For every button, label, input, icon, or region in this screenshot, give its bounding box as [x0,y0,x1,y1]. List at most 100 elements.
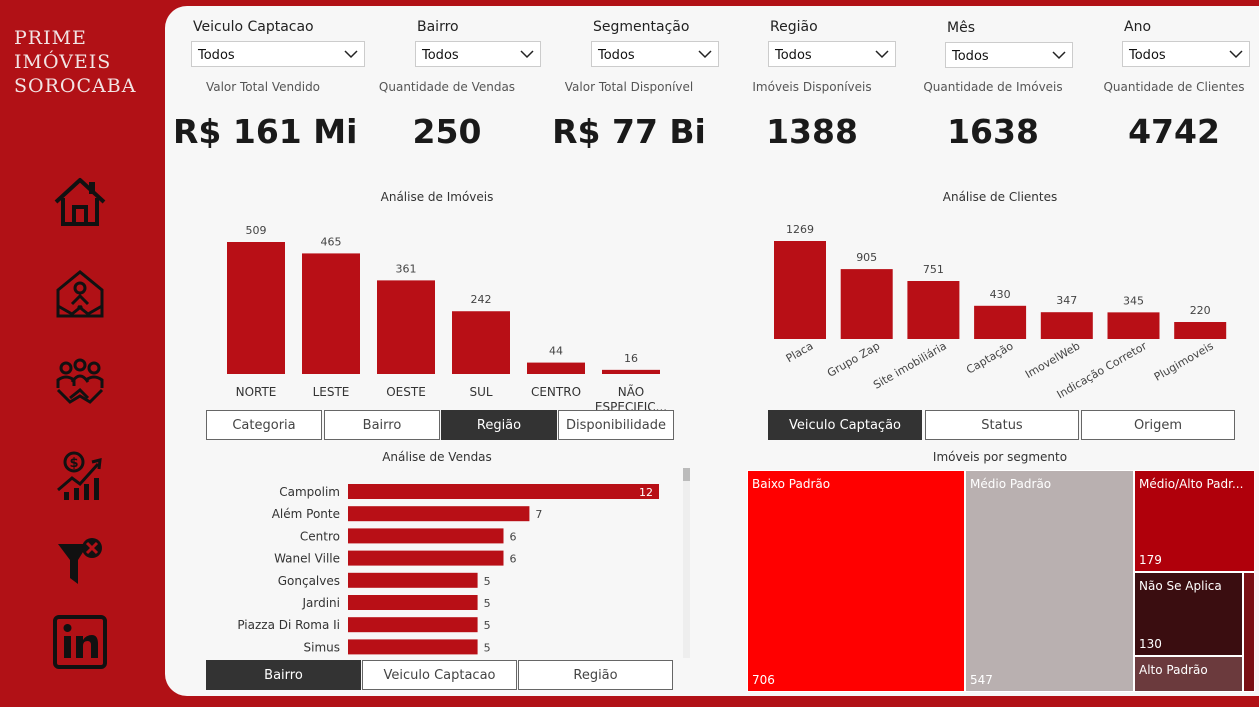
imoveis-category-label: OESTE [386,385,426,399]
treemap-label: Baixo Padrão [752,477,831,491]
clientes-bar[interactable] [774,241,826,339]
treemap-cell-other[interactable] [1243,572,1255,692]
imoveis-bar[interactable] [227,242,285,374]
vendas-data-label: 5 [484,641,491,654]
btn-bairro[interactable]: Bairro [324,410,440,440]
clientes-bar[interactable] [1040,312,1093,339]
vendas-data-label: 5 [484,619,491,632]
svg-text:$: $ [69,456,78,471]
treemap-label: Médio/Alto Padr... [1139,477,1244,491]
imoveis-chart-title: Análise de Imóveis [380,190,494,204]
segmento-treemap: Baixo Padrão 706 Médio Padrão 547 Médio/… [747,470,1255,692]
ano-dropdown[interactable]: Todos [1122,41,1250,67]
kpi-value: 4742 [1128,112,1220,151]
clientes-category-label: Grupo Zap [825,339,882,380]
clientes-bar[interactable] [974,305,1027,339]
imoveis-bar[interactable] [452,311,510,374]
scrollbar-thumb[interactable] [683,468,690,481]
team-handshake-icon[interactable] [52,356,108,412]
vendas-data-label: 12 [639,486,653,499]
sidebar: PRIME IMÓVEIS SOROCABA $ [0,0,165,707]
vendas-category-label: Jardini [301,596,340,610]
vendas-scrollbar[interactable] [683,468,690,658]
filter-label: Bairro [417,19,459,35]
btn-origem[interactable]: Origem [1081,410,1235,440]
treemap-cell-medio-padrao[interactable]: Médio Padrão 547 [965,470,1134,692]
treemap-cell-baixo-padrao[interactable]: Baixo Padrão 706 [747,470,965,692]
vendas-category-label: Gonçalves [278,574,340,588]
dropdown-value: Todos [775,48,812,63]
vendas-bar[interactable] [348,484,659,499]
kpi-label: Quantidade de Clientes [1103,80,1245,94]
vendas-data-label: 7 [535,508,542,521]
btn-vendas-veiculo-captacao[interactable]: Veiculo Captacao [362,660,517,690]
linkedin-icon[interactable] [52,614,108,670]
clientes-data-label: 430 [990,288,1011,301]
imoveis-category-label: CENTRO [531,385,581,399]
vendas-data-label: 6 [510,553,517,566]
btn-categoria[interactable]: Categoria [206,410,322,440]
vendas-category-label: Simus [304,640,341,654]
clientes-bar[interactable] [1107,312,1160,339]
vendas-category-label: Centro [300,529,340,543]
mes-dropdown[interactable]: Todos [945,42,1073,68]
imoveis-category-label: NORTE [236,385,277,399]
vendas-bar-chart: Campolim 12 Além Ponte 7 Centro 6 Wanel Ville 6… [237,484,659,655]
clientes-chart-title: Análise de Clientes [942,190,1058,204]
imoveis-category-label: LESTE [313,385,350,399]
treemap-value: 547 [970,673,993,687]
vendas-bar[interactable] [348,550,504,566]
vendas-bar[interactable] [348,617,478,633]
treemap-label: Alto Padrão [1139,663,1208,677]
treemap-cell-nao-se-aplica[interactable]: Não Se Aplica 130 [1134,572,1243,656]
kpi-label: Imóveis Disponíveis [752,80,872,94]
imoveis-bar[interactable] [302,253,360,374]
vendas-bar[interactable] [348,528,504,544]
veiculo-captacao-dropdown[interactable]: Todos [191,41,365,67]
treemap-cell-medio-alto-padrao[interactable]: Médio/Alto Padr... 179 [1134,470,1255,572]
dashboard-panel: Veiculo Captacao Todos Bairro Todos Segm… [165,6,1259,696]
vendas-bar[interactable] [348,595,478,610]
handshake-house-icon[interactable] [52,266,108,322]
filter-label: Ano [1124,19,1152,35]
vendas-bar[interactable] [348,572,478,588]
kpi-label: Quantidade de Vendas [378,80,516,94]
btn-disponibilidade[interactable]: Disponibilidade [558,410,674,440]
bairro-dropdown[interactable]: Todos [415,41,541,67]
imoveis-bar[interactable] [527,362,585,374]
imoveis-data-label: 465 [321,235,342,248]
imoveis-bar[interactable] [602,369,660,374]
vendas-bar[interactable] [348,506,530,522]
btn-status[interactable]: Status [925,410,1079,440]
sales-growth-icon[interactable]: $ [52,448,108,504]
vendas-chart-title: Análise de Vendas [382,450,492,464]
clientes-bar[interactable] [840,269,893,339]
chevron-down-icon [1229,50,1243,59]
clientes-bar[interactable] [907,281,960,339]
btn-regiao[interactable]: Região [441,410,557,440]
imoveis-category-label: SUL [469,385,492,399]
vendas-bar[interactable] [348,639,478,655]
treemap-label: Médio Padrão [970,477,1052,491]
imoveis-data-label: 242 [471,293,492,306]
regiao-dropdown[interactable]: Todos [768,41,896,67]
treemap-value: 179 [1139,553,1162,567]
imoveis-bar[interactable] [377,280,435,374]
home-icon[interactable] [52,174,108,230]
segmentacao-dropdown[interactable]: Todos [591,41,719,67]
btn-veiculo-captacao[interactable]: Veiculo Captação [768,410,922,440]
vendas-data-label: 5 [484,575,491,588]
btn-vendas-bairro[interactable]: Bairro [206,660,361,690]
filter-clear-icon[interactable] [52,534,108,590]
dropdown-value: Todos [598,48,635,63]
vendas-category-label: Piazza Di Roma Ii [237,618,340,632]
btn-vendas-regiao[interactable]: Região [518,660,673,690]
treemap-cell-alto-padrao[interactable]: Alto Padrão [1134,656,1243,692]
dropdown-value: Todos [1129,48,1166,63]
imoveis-category-label: NÃO [618,384,644,399]
imoveis-data-label: 361 [396,262,417,275]
treemap-title: Imóveis por segmento [932,450,1068,464]
filter-label: Mês [947,20,975,36]
brand-logo: PRIME IMÓVEIS SOROCABA [14,26,154,98]
clientes-bar[interactable] [1174,322,1227,339]
